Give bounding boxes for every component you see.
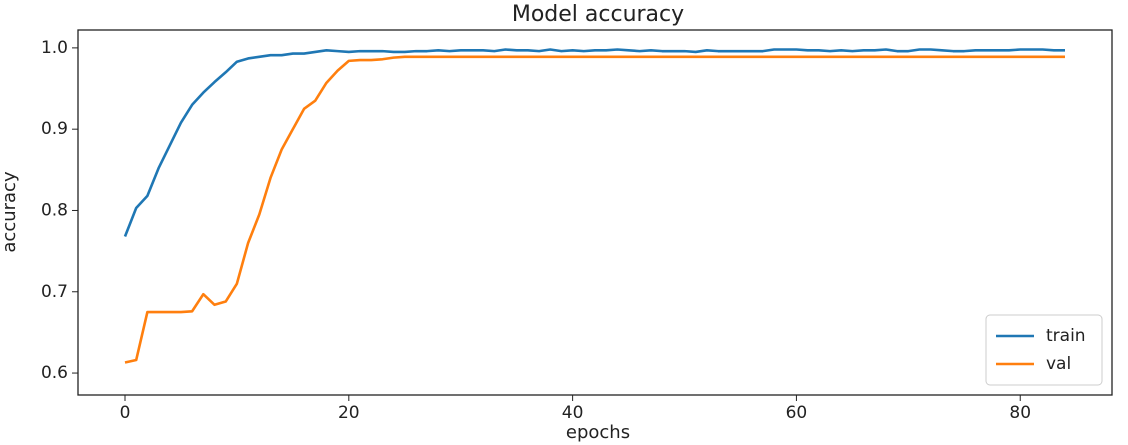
y-tick-label: 0.9 bbox=[41, 119, 68, 139]
legend-label: train bbox=[1046, 326, 1086, 346]
plot-frame bbox=[77, 29, 1113, 396]
x-axis-label: epochs bbox=[566, 422, 630, 443]
x-tick-label: 0 bbox=[120, 403, 131, 423]
x-tick-label: 20 bbox=[338, 403, 360, 423]
y-tick-label: 0.7 bbox=[41, 282, 68, 302]
line-series bbox=[123, 48, 1065, 237]
legend-box bbox=[985, 314, 1103, 386]
x-tick-label: 80 bbox=[1009, 403, 1031, 423]
y-tick-label: 0.8 bbox=[41, 200, 68, 220]
y-tick-label: 0.6 bbox=[41, 363, 68, 383]
y-tick-label: 1.0 bbox=[41, 38, 68, 58]
legend-label: val bbox=[1046, 354, 1071, 374]
chart-title: Model accuracy bbox=[512, 2, 684, 27]
x-tick-label: 40 bbox=[562, 403, 584, 423]
y-axis-label: accuracy bbox=[0, 171, 20, 253]
line-series bbox=[124, 55, 1065, 364]
x-tick-label: 60 bbox=[786, 403, 808, 423]
